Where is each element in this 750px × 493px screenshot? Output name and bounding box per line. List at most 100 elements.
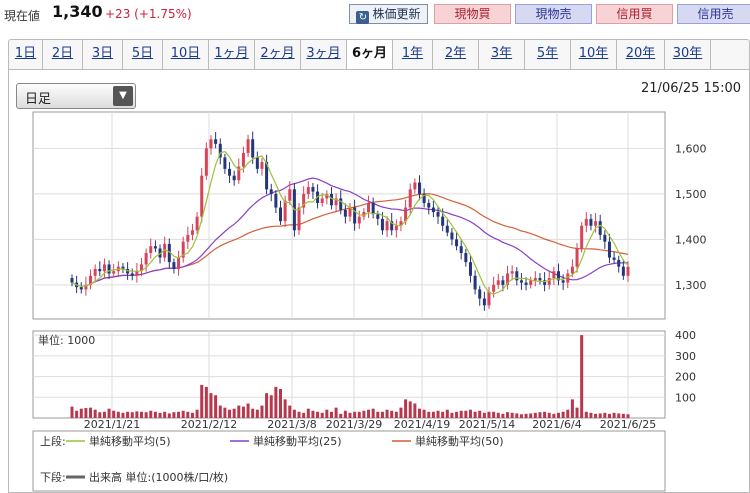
volume-bar xyxy=(112,410,116,418)
volume-bar xyxy=(98,412,102,418)
volume-bar xyxy=(566,409,570,418)
candle-body xyxy=(552,271,556,279)
candle-body xyxy=(464,253,468,263)
volume-bar xyxy=(617,413,621,418)
volume-bar xyxy=(468,409,472,418)
candle-body xyxy=(237,166,241,181)
tab-2[interactable]: 2日 xyxy=(43,40,83,69)
volume-bar xyxy=(367,409,371,418)
volume-bar xyxy=(524,413,528,418)
volume-bar xyxy=(390,410,394,418)
candle-body xyxy=(367,202,371,213)
volume-bar xyxy=(533,412,537,418)
candle-body xyxy=(621,266,625,276)
tab-4[interactable]: 5日 xyxy=(123,40,163,69)
candle-body xyxy=(195,216,199,231)
volume-bar xyxy=(214,395,218,418)
interval-select[interactable]: 日足 ▼ xyxy=(16,83,136,109)
candle-body xyxy=(390,221,394,231)
candle-body xyxy=(473,275,477,290)
volume-bar xyxy=(265,393,269,418)
volume-bar xyxy=(116,411,120,418)
candle-body xyxy=(102,264,106,272)
candle-body xyxy=(265,162,269,190)
volume-bar xyxy=(422,409,426,418)
tab-9[interactable]: 6ヶ月 xyxy=(347,40,393,69)
volume-bar xyxy=(279,389,282,418)
candle-body xyxy=(144,253,148,265)
candle-body xyxy=(339,198,343,210)
candle-body xyxy=(557,271,560,281)
candle-body xyxy=(418,182,421,194)
candle-body xyxy=(223,157,227,169)
volume-bar xyxy=(228,409,232,418)
x-tick-label: 2021/3/29 xyxy=(326,418,382,431)
tab-7[interactable]: 2ヶ月 xyxy=(255,40,301,69)
candle-body xyxy=(612,257,616,260)
update-price-label: 株価更新 xyxy=(372,7,421,21)
cash-buy-button[interactable]: 現物買 xyxy=(434,4,511,24)
volume-bar xyxy=(538,412,542,418)
tab-8[interactable]: 3ヶ月 xyxy=(301,40,347,69)
volume-bar xyxy=(339,413,343,418)
volume-bar xyxy=(547,412,551,418)
candle-body xyxy=(380,218,384,231)
volume-bar xyxy=(177,411,181,418)
volume-bar xyxy=(107,408,111,418)
volume-bar xyxy=(288,405,292,418)
volume-bar xyxy=(126,411,130,418)
candle-body xyxy=(566,273,570,283)
volume-bar xyxy=(241,406,245,418)
x-tick-label: 2021/2/12 xyxy=(181,418,237,431)
candle-body xyxy=(626,266,630,276)
candle-body xyxy=(181,241,185,258)
volume-bar xyxy=(163,411,167,418)
volume-bar xyxy=(394,411,398,418)
chevron-down-icon: ▼ xyxy=(113,86,133,106)
volume-panel xyxy=(32,330,666,419)
volume-bar xyxy=(255,409,259,418)
volume-bar xyxy=(418,408,421,418)
tab-13[interactable]: 5年 xyxy=(525,40,571,69)
candle-body xyxy=(158,248,162,258)
margin-buy-button[interactable]: 信用買 xyxy=(596,4,673,24)
tab-5[interactable]: 10日 xyxy=(163,40,209,69)
x-tick-label: 2021/1/21 xyxy=(84,418,140,431)
tab-16[interactable]: 30年 xyxy=(665,40,711,69)
volume-bar xyxy=(302,412,306,418)
volume-bar xyxy=(459,410,463,418)
volume-bar xyxy=(223,407,227,418)
tab-12[interactable]: 3年 xyxy=(479,40,525,69)
candle-body xyxy=(130,273,134,276)
margin-sell-button[interactable]: 信用売 xyxy=(677,4,750,24)
cash-sell-button[interactable]: 現物売 xyxy=(515,4,592,24)
candle-body xyxy=(172,262,176,269)
price-tick-label: 1,300 xyxy=(675,279,707,292)
x-tick-label: 2021/5/14 xyxy=(459,418,515,431)
volume-bar xyxy=(561,411,565,418)
legend-ma25-label: 単純移動平均(25) xyxy=(253,434,342,448)
volume-bar xyxy=(427,411,431,418)
tab-11[interactable]: 2年 xyxy=(433,40,479,69)
candle-body xyxy=(427,202,431,208)
candle-body xyxy=(228,168,232,176)
tab-10[interactable]: 1年 xyxy=(393,40,433,69)
candle-body xyxy=(506,273,510,285)
volume-bar xyxy=(316,411,320,418)
candle-body xyxy=(519,280,523,283)
volume-bar xyxy=(501,413,505,418)
tab-3[interactable]: 3日 xyxy=(83,40,123,69)
volume-tick-label: 200 xyxy=(675,371,696,384)
tab-1[interactable]: 1日 xyxy=(9,40,43,69)
volume-bar xyxy=(441,411,445,418)
tab-6[interactable]: 1ヶ月 xyxy=(209,40,255,69)
candle-body xyxy=(214,139,218,144)
candle-body xyxy=(584,218,588,226)
tab-15[interactable]: 20年 xyxy=(617,40,665,69)
volume-bar xyxy=(149,410,153,418)
tab-14[interactable]: 10年 xyxy=(571,40,617,69)
volume-bar xyxy=(436,410,440,418)
candle-body xyxy=(561,280,565,283)
update-price-button[interactable]: ↻ 株価更新 xyxy=(349,4,428,24)
volume-bar xyxy=(269,395,273,418)
